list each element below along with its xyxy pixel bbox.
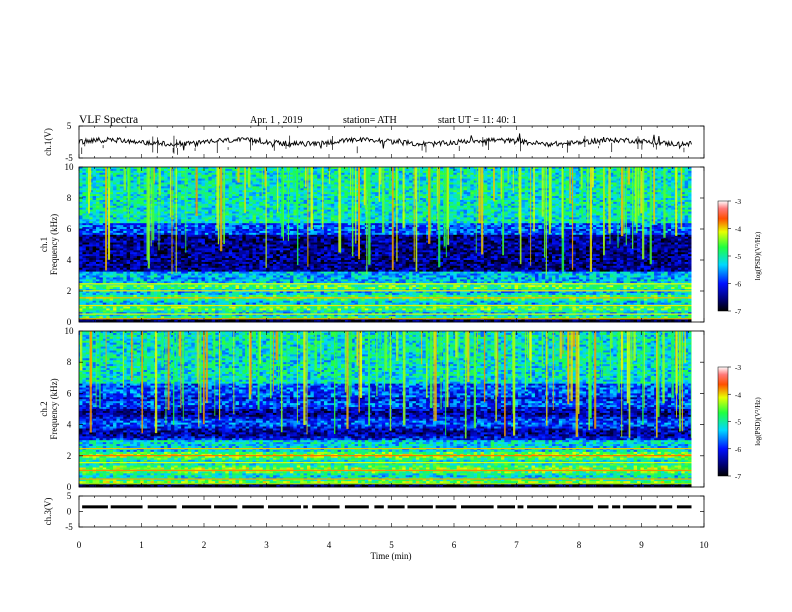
- ch1-ylabel: ch.1(V): [43, 128, 53, 156]
- ch1-wave-ytick-label: 5: [67, 121, 72, 131]
- ch1-waveform-panel: 5-5ch.1(V): [43, 121, 704, 163]
